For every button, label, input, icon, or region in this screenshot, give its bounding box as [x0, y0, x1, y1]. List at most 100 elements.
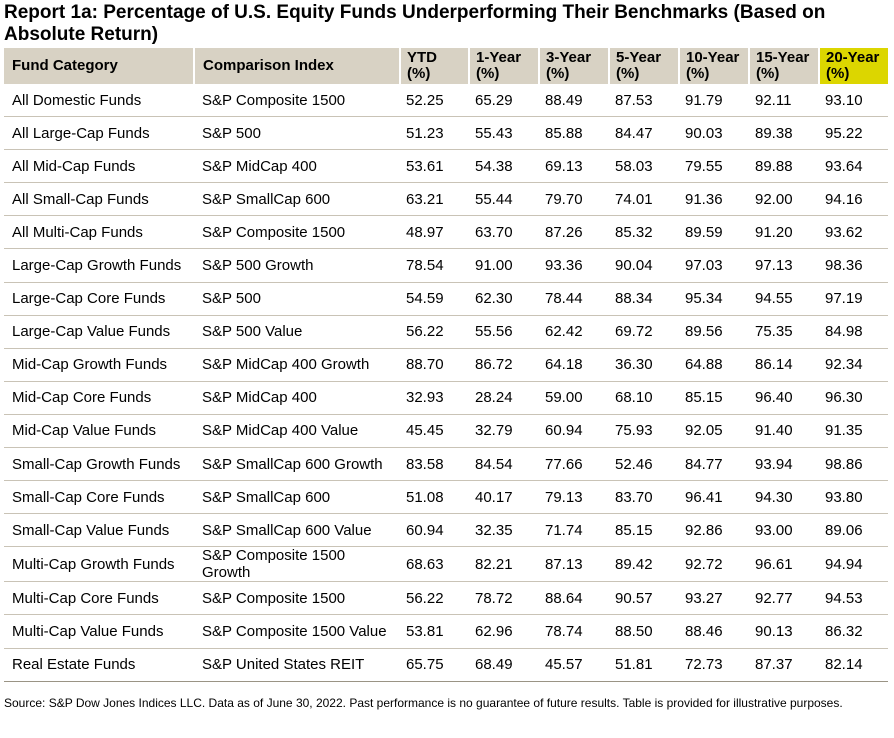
cell-comparison-index: S&P Composite 1500 Growth [194, 546, 400, 583]
table-row: Large-Cap Growth Funds S&P 500 Growth 78.5… [4, 248, 888, 283]
header-10-year: 10-Year (%) [679, 48, 750, 84]
cell-ytd: 83.58 [400, 447, 469, 482]
table-row: Large-Cap Core Funds S&P 500 54.59 62.30 78.… [4, 282, 888, 316]
cell-20-year: 98.36 [819, 248, 888, 283]
cell-20-year: 97.19 [819, 282, 888, 316]
cell-3-year: 62.42 [539, 315, 609, 349]
cell-10-year: 96.41 [679, 480, 749, 515]
cell-fund-category: All Mid-Cap Funds [4, 149, 194, 184]
cell-10-year: 85.15 [679, 381, 749, 415]
table-row: All Small-Cap Funds S&P SmallCap 600 63.21… [4, 182, 888, 217]
cell-fund-category: Small-Cap Growth Funds [4, 447, 194, 482]
cell-1-year: 62.96 [469, 614, 539, 649]
cell-comparison-index: S&P SmallCap 600 Growth [194, 447, 400, 482]
table-row: Mid-Cap Growth Funds S&P MidCap 400 Growt… [4, 348, 888, 382]
cell-fund-category: Multi-Cap Growth Funds [4, 546, 194, 583]
cell-15-year: 96.40 [749, 381, 819, 415]
cell-5-year: 85.15 [609, 513, 679, 548]
cell-15-year: 93.94 [749, 447, 819, 482]
cell-comparison-index: S&P MidCap 400 [194, 381, 400, 415]
cell-15-year: 91.20 [749, 215, 819, 250]
cell-1-year: 55.56 [469, 315, 539, 349]
cell-20-year: 95.22 [819, 116, 888, 151]
cell-5-year: 83.70 [609, 480, 679, 515]
header-row: Fund Category Comparison Index YTD (%) 1… [4, 48, 888, 84]
cell-20-year: 93.64 [819, 149, 888, 184]
cell-15-year: 93.00 [749, 513, 819, 548]
table-row: Small-Cap Growth Funds S&P SmallCap 600 G… [4, 447, 888, 482]
cell-ytd: 68.63 [400, 546, 469, 583]
cell-fund-category: Small-Cap Value Funds [4, 513, 194, 548]
cell-fund-category: Large-Cap Growth Funds [4, 248, 194, 283]
cell-1-year: 54.38 [469, 149, 539, 184]
cell-3-year: 93.36 [539, 248, 609, 283]
table-row: Large-Cap Value Funds S&P 500 Value 56.22 5… [4, 315, 888, 349]
cell-comparison-index: S&P MidCap 400 Growth [194, 348, 400, 382]
cell-fund-category: Mid-Cap Growth Funds [4, 348, 194, 382]
cell-ytd: 51.23 [400, 116, 469, 151]
cell-fund-category: Multi-Cap Value Funds [4, 614, 194, 649]
cell-10-year: 93.27 [679, 581, 749, 616]
cell-fund-category: Mid-Cap Core Funds [4, 381, 194, 415]
cell-20-year: 84.98 [819, 315, 888, 349]
table-row: All Multi-Cap Funds S&P Composite 1500 48.… [4, 215, 888, 250]
cell-fund-category: All Domestic Funds [4, 84, 194, 118]
cell-20-year: 92.34 [819, 348, 888, 382]
cell-5-year: 87.53 [609, 84, 679, 118]
cell-1-year: 32.35 [469, 513, 539, 548]
cell-ytd: 65.75 [400, 648, 469, 682]
cell-15-year: 94.30 [749, 480, 819, 515]
cell-1-year: 40.17 [469, 480, 539, 515]
cell-1-year: 78.72 [469, 581, 539, 616]
cell-3-year: 88.64 [539, 581, 609, 616]
cell-10-year: 95.34 [679, 282, 749, 316]
table-row: Multi-Cap Growth Funds S&P Composite 1500… [4, 546, 888, 583]
cell-ytd: 54.59 [400, 282, 469, 316]
cell-3-year: 59.00 [539, 381, 609, 415]
cell-5-year: 85.32 [609, 215, 679, 250]
cell-20-year: 93.80 [819, 480, 888, 515]
report-title: Report 1a: Percentage of U.S. Equity Fun… [4, 2, 826, 45]
table-row: Small-Cap Value Funds S&P SmallCap 600 Va… [4, 513, 888, 548]
cell-5-year: 89.42 [609, 546, 679, 583]
header-fund-category: Fund Category [4, 48, 195, 84]
cell-ytd: 56.22 [400, 315, 469, 349]
cell-15-year: 94.55 [749, 282, 819, 316]
cell-10-year: 79.55 [679, 149, 749, 184]
cell-ytd: 48.97 [400, 215, 469, 250]
cell-15-year: 92.77 [749, 581, 819, 616]
cell-15-year: 96.61 [749, 546, 819, 583]
table-row: Real Estate Funds S&P United States REIT 6… [4, 648, 888, 682]
header-1-year: 1-Year (%) [469, 48, 540, 84]
cell-20-year: 91.35 [819, 414, 888, 449]
cell-5-year: 84.47 [609, 116, 679, 151]
cell-ytd: 88.70 [400, 348, 469, 382]
cell-3-year: 77.66 [539, 447, 609, 482]
cell-ytd: 52.25 [400, 84, 469, 118]
cell-5-year: 88.34 [609, 282, 679, 316]
cell-ytd: 45.45 [400, 414, 469, 449]
cell-comparison-index: S&P Composite 1500 [194, 215, 400, 250]
cell-comparison-index: S&P MidCap 400 [194, 149, 400, 184]
table-row: Multi-Cap Core Funds S&P Composite 1500 56… [4, 581, 888, 616]
cell-fund-category: All Large-Cap Funds [4, 116, 194, 151]
cell-comparison-index: S&P 500 Value [194, 315, 400, 349]
header-20-year: 20-Year (%) [819, 48, 888, 84]
cell-1-year: 82.21 [469, 546, 539, 583]
cell-15-year: 92.11 [749, 84, 819, 118]
cell-fund-category: Mid-Cap Value Funds [4, 414, 194, 449]
cell-ytd: 63.21 [400, 182, 469, 217]
cell-10-year: 72.73 [679, 648, 749, 682]
cell-10-year: 91.36 [679, 182, 749, 217]
table-row: All Large-Cap Funds S&P 500 51.23 55.43 85.8… [4, 116, 888, 151]
cell-15-year: 97.13 [749, 248, 819, 283]
cell-comparison-index: S&P 500 Growth [194, 248, 400, 283]
table-row: All Domestic Funds S&P Composite 1500 52.2… [4, 84, 888, 118]
cell-1-year: 55.43 [469, 116, 539, 151]
cell-fund-category: Real Estate Funds [4, 648, 194, 682]
table-row: Mid-Cap Core Funds S&P MidCap 400 32.93 28.… [4, 381, 888, 415]
cell-10-year: 90.03 [679, 116, 749, 151]
cell-15-year: 89.88 [749, 149, 819, 184]
cell-5-year: 74.01 [609, 182, 679, 217]
table-row: All Mid-Cap Funds S&P MidCap 400 53.61 54.3… [4, 149, 888, 184]
